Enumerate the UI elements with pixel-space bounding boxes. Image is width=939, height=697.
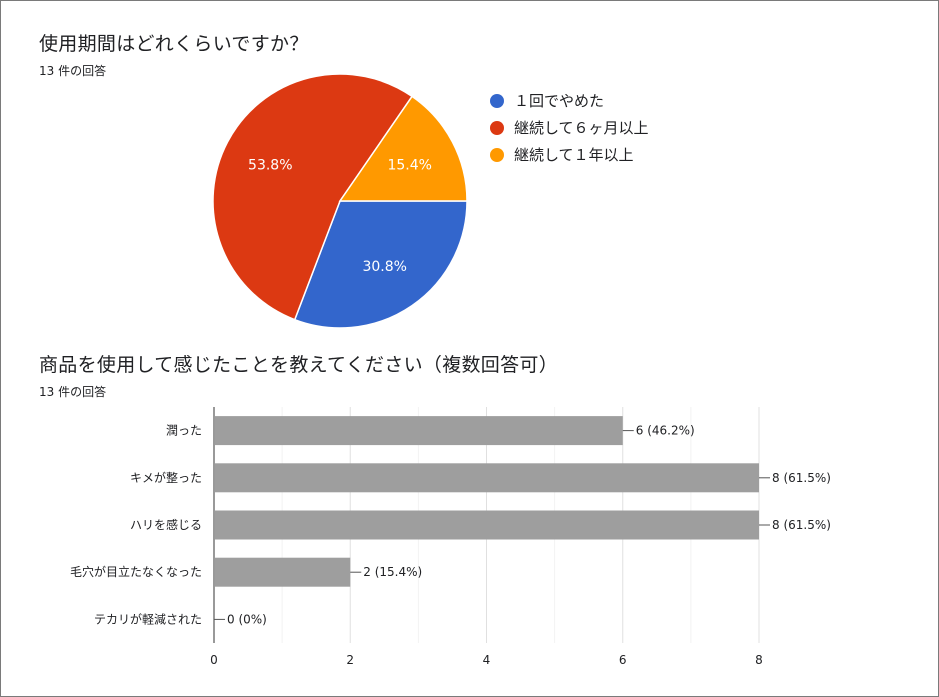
category-label: テカリが軽減された (94, 611, 202, 626)
data-label: 0 (0%) (227, 612, 267, 626)
x-tick-label: 2 (346, 653, 354, 667)
category-label: キメが整った (130, 470, 202, 485)
category-label: 潤った (166, 424, 202, 438)
pie-slice (338, 95, 468, 202)
bar-question-title: 商品を使用して感じたことを教えてください（複数回答可） (39, 354, 559, 376)
pie-slice-label: 15.4% (387, 157, 431, 173)
pie-slice-label: 53.8% (248, 157, 292, 173)
bar (215, 463, 759, 493)
legend-entry: １回でやめた (514, 92, 604, 110)
pie-slice (212, 73, 414, 321)
x-tick-label: 6 (619, 653, 627, 667)
bar (215, 557, 351, 587)
pie-question-title: 使用期間はどれくらいですか？ (39, 33, 309, 55)
pie-slice (293, 200, 468, 329)
pie-slice-label: 30.8% (362, 259, 406, 275)
category-label: 毛穴が目立たなくなった (70, 564, 202, 579)
x-tick-label: 8 (755, 653, 763, 667)
legend-entry: 継続して１年以上 (514, 146, 634, 164)
x-tick-label: 0 (210, 653, 218, 667)
data-label: 2 (15.4%) (363, 565, 422, 579)
legend-entry: 継続して６ヶ月以上 (514, 119, 649, 137)
pie-response-count: 13 件の回答 (39, 64, 107, 78)
legend-marker (490, 94, 504, 108)
x-tick-label: 4 (483, 653, 491, 667)
legend-marker (490, 121, 504, 135)
data-label: 6 (46.2%) (636, 424, 695, 438)
category-label: ハリを感じる (130, 517, 202, 532)
bar (215, 510, 759, 540)
legend-marker (490, 148, 504, 162)
bar-response-count: 13 件の回答 (39, 385, 107, 399)
bar (215, 416, 623, 446)
data-label: 8 (61.5%) (772, 471, 831, 485)
data-label: 8 (61.5%) (772, 518, 831, 532)
